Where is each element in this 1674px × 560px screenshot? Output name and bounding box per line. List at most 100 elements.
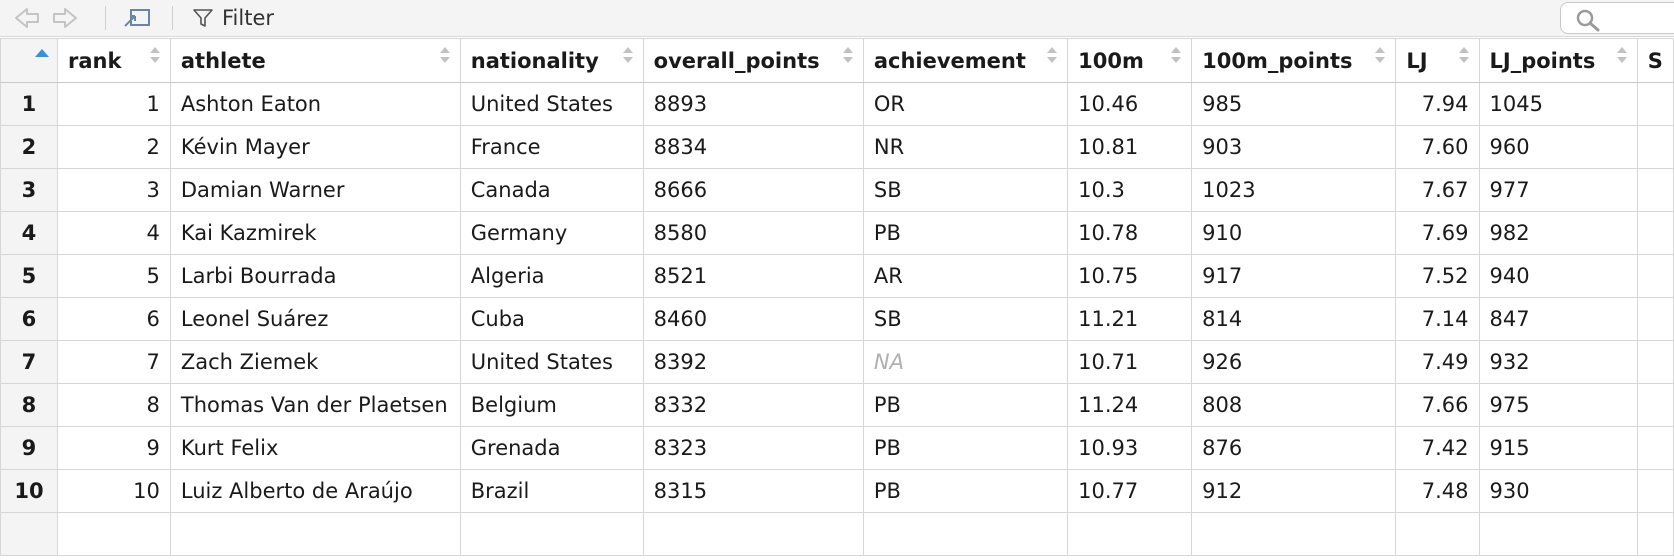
cell-lj-points: 977: [1478, 168, 1638, 212]
cell-lj: 7.67: [1395, 168, 1480, 212]
back-arrow-icon[interactable]: [12, 4, 42, 32]
cell-s: [1636, 254, 1674, 298]
filter-button[interactable]: Filter: [192, 4, 274, 32]
column-header-nationality[interactable]: nationality: [459, 38, 644, 83]
column-header-athlete[interactable]: athlete: [169, 38, 461, 83]
table-row: 10 10 Luiz Alberto de Araújo Brazil 8315 PB 10…: [0, 469, 1674, 513]
cell-100m: 10.71: [1067, 340, 1193, 384]
table-row: 4 4 Kai Kazmirek Germany 8580 PB 10.78 910 7.69 9…: [0, 211, 1674, 255]
cell-achievement: PB: [862, 469, 1069, 513]
sort-ascending-icon: [35, 49, 49, 57]
filter-label: Filter: [222, 6, 275, 30]
cell-overall-points: 8834: [642, 125, 864, 169]
cell-lj: 7.14: [1395, 297, 1480, 341]
cell-lj-points: 930: [1478, 469, 1638, 513]
column-header-s[interactable]: S: [1636, 38, 1674, 83]
sort-icon: [1171, 47, 1182, 69]
search-input[interactable]: [1560, 2, 1674, 34]
cell-s: [1636, 469, 1674, 513]
cell-nationality: United States: [459, 340, 644, 384]
cell-rank: 1: [56, 82, 171, 126]
cell-lj: 7.60: [1395, 125, 1480, 169]
column-header-achievement[interactable]: achievement: [862, 38, 1069, 83]
cell-rank: 9: [56, 426, 171, 470]
cell-100m-points: 808: [1191, 383, 1397, 427]
forward-arrow-icon[interactable]: [50, 4, 80, 32]
cell-overall-points: 8332: [642, 383, 864, 427]
cell-achievement: NR: [862, 125, 1069, 169]
cell-s: [1636, 340, 1674, 384]
column-header-lj-points[interactable]: LJ_points: [1478, 38, 1638, 83]
empty-cell: [1478, 512, 1638, 556]
cell-lj-points: 847: [1478, 297, 1638, 341]
row-number: 4: [0, 211, 58, 255]
table-row: 7 7 Zach Ziemek United States 8392 NA 10.71 926…: [0, 340, 1674, 384]
sort-icon: [1458, 47, 1469, 69]
empty-cell: [1636, 512, 1674, 556]
table-body: 1 1 Ashton Eaton United States 8893 OR 10.46 98…: [0, 82, 1674, 556]
cell-overall-points: 8666: [642, 168, 864, 212]
cell-athlete: Larbi Bourrada: [169, 254, 461, 298]
cell-lj: 7.69: [1395, 211, 1480, 255]
cell-nationality: Brazil: [459, 469, 644, 513]
cell-rank: 2: [56, 125, 171, 169]
row-number: 1: [0, 82, 58, 126]
sort-icon: [1616, 47, 1627, 69]
cell-s: [1636, 125, 1674, 169]
cell-athlete: Kai Kazmirek: [169, 211, 461, 255]
cell-achievement: AR: [862, 254, 1069, 298]
cell-achievement: SB: [862, 297, 1069, 341]
filter-icon: [193, 9, 213, 27]
cell-100m-points: 903: [1191, 125, 1397, 169]
cell-nationality: Belgium: [459, 383, 644, 427]
cell-achievement: PB: [862, 383, 1069, 427]
table-row: 3 3 Damian Warner Canada 8666 SB 10.3 1023 7.67 9…: [0, 168, 1674, 212]
column-header-overall-points[interactable]: overall_points: [642, 38, 864, 83]
cell-lj-points: 982: [1478, 211, 1638, 255]
cell-100m-points: 912: [1191, 469, 1397, 513]
cell-s: [1636, 383, 1674, 427]
sort-icon: [842, 47, 853, 69]
cell-nationality: France: [459, 125, 644, 169]
row-number: 7: [0, 340, 58, 384]
cell-lj: 7.94: [1395, 82, 1480, 126]
cell-s: [1636, 426, 1674, 470]
row-number: 3: [0, 168, 58, 212]
table-row: 1 1 Ashton Eaton United States 8893 OR 10.46 98…: [0, 82, 1674, 126]
column-header-100m[interactable]: 100m: [1067, 38, 1193, 83]
cell-athlete: Luiz Alberto de Araújo: [169, 469, 461, 513]
empty-cell: [1395, 512, 1480, 556]
sort-icon: [622, 47, 633, 69]
column-header-100m-points[interactable]: 100m_points: [1191, 38, 1397, 83]
cell-athlete: Kévin Mayer: [169, 125, 461, 169]
cell-rank: 4: [56, 211, 171, 255]
column-header-rank[interactable]: rank: [56, 38, 171, 83]
row-number-header[interactable]: [0, 38, 58, 83]
empty-cell: [862, 512, 1069, 556]
cell-achievement: SB: [862, 168, 1069, 212]
table-row: 2 2 Kévin Mayer France 8834 NR 10.81 903 7.60 960: [0, 125, 1674, 169]
show-in-new-window-icon[interactable]: [120, 4, 154, 32]
cell-100m-points: 1023: [1191, 168, 1397, 212]
column-header-lj[interactable]: LJ: [1395, 38, 1480, 83]
cell-s: [1636, 82, 1674, 126]
cell-lj: 7.42: [1395, 426, 1480, 470]
cell-100m: 10.3: [1067, 168, 1193, 212]
cell-100m: 10.78: [1067, 211, 1193, 255]
row-number: 2: [0, 125, 58, 169]
cell-100m: 11.24: [1067, 383, 1193, 427]
cell-s: [1636, 297, 1674, 341]
sort-icon: [1375, 47, 1386, 69]
empty-cell: [56, 512, 171, 556]
cell-lj-points: 932: [1478, 340, 1638, 384]
empty-cell: [642, 512, 864, 556]
cell-overall-points: 8392: [642, 340, 864, 384]
cell-nationality: United States: [459, 82, 644, 126]
cell-overall-points: 8315: [642, 469, 864, 513]
cell-athlete: Thomas Van der Plaetsen: [169, 383, 461, 427]
table-row: 6 6 Leonel Suárez Cuba 8460 SB 11.21 814 7.14 847: [0, 297, 1674, 341]
cell-lj-points: 1045: [1478, 82, 1638, 126]
toolbar-divider: [105, 6, 106, 30]
cell-100m-points: 876: [1191, 426, 1397, 470]
cell-lj-points: 960: [1478, 125, 1638, 169]
